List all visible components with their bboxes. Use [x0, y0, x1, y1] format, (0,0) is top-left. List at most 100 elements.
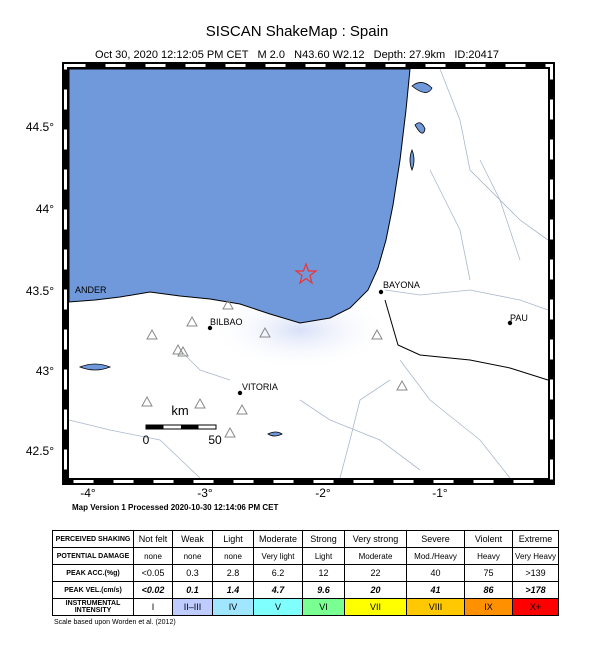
- table-cell: Mod./Heavy: [406, 547, 465, 565]
- table-cell: 86: [464, 581, 513, 599]
- station: [396, 379, 408, 391]
- scale-tick: 0: [143, 433, 150, 447]
- table-cell: V: [253, 598, 303, 616]
- table-cell: 12: [302, 564, 345, 582]
- lat-label: 43.5°: [26, 284, 54, 298]
- table-cell: 1.4: [212, 581, 254, 599]
- row-label: INSTRUMENTAL INTENSITY: [52, 598, 134, 616]
- table-cell: none: [212, 547, 254, 565]
- table-cell: Strong: [302, 530, 345, 548]
- lon-label: -3°: [197, 486, 213, 500]
- table-cell: 20: [344, 581, 407, 599]
- lat-label: 43°: [36, 364, 54, 378]
- lat-label: 44°: [36, 202, 54, 216]
- table-cell: Severe: [406, 530, 465, 548]
- table-cell: 4.7: [253, 581, 303, 599]
- table-row: PERCEIVED SHAKING Not felt Weak Light Modera…: [52, 530, 559, 548]
- intensity-table: PERCEIVED SHAKING Not felt Weak Light Modera…: [52, 530, 559, 616]
- station: [194, 397, 206, 409]
- stations: [141, 298, 408, 438]
- table-cell: 6.2: [253, 564, 303, 582]
- table-cell: IX: [464, 598, 513, 616]
- table-cell: Violent: [464, 530, 513, 548]
- table-cell: Weak: [172, 530, 213, 548]
- city-label: VITORIA: [242, 382, 278, 392]
- city-dot: [507, 320, 513, 326]
- table-cell: Light: [212, 530, 254, 548]
- city-label: BILBAO: [210, 317, 243, 327]
- scale-seg: [181, 425, 199, 429]
- scale-unit: km: [171, 403, 188, 418]
- lon-label: -4°: [80, 486, 96, 500]
- table-cell: 40: [406, 564, 465, 582]
- cities: BAYONA PAU BILBAO VITORIA ANDER: [75, 280, 528, 396]
- table-row: PEAK VEL.(cm/s) <0.02 0.1 1.4 4.7 9.6 20 41 86 >1…: [52, 581, 559, 599]
- table-cell: >139: [512, 564, 559, 582]
- subtitle: Oct 30, 2020 12:12:05 PM CET M 2.0 N43.6…: [95, 49, 499, 61]
- table-cell: 41: [406, 581, 465, 599]
- station: [224, 426, 236, 438]
- scale-seg: [146, 425, 164, 429]
- border: [384, 299, 549, 381]
- scale-bar: km 0 50: [143, 403, 222, 447]
- map: SISCAN ShakeMap : Spain Oct 30, 2020 12:…: [26, 23, 555, 512]
- city-label: PAU: [510, 313, 528, 323]
- lakes: [78, 82, 433, 437]
- table-cell: I: [133, 598, 173, 616]
- station: [236, 403, 248, 415]
- station: [186, 315, 198, 327]
- city-label: BAYONA: [383, 280, 420, 290]
- axis-labels: 44.5° 44° 43.5° 43° 42.5° -4° -3° -2° -1°: [26, 120, 448, 500]
- table-cell: none: [172, 547, 213, 565]
- table-cell: 2.8: [212, 564, 254, 582]
- station: [222, 298, 234, 310]
- station: [141, 395, 153, 407]
- sea: [68, 68, 411, 324]
- table-cell: VI: [302, 598, 345, 616]
- table-cell: VII: [344, 598, 407, 616]
- lon-label: -1°: [432, 486, 448, 500]
- scale-tick: 50: [208, 433, 222, 447]
- table-cell: II–III: [172, 598, 213, 616]
- table-cell: Heavy: [464, 547, 513, 565]
- city-label: ANDER: [75, 285, 107, 295]
- map-note: Map Version 1 Processed 2020-10-30 12:14…: [72, 503, 278, 512]
- table-row: POTENTIAL DAMAGE none none none Very light Li…: [52, 547, 559, 565]
- table-cell: none: [133, 547, 173, 565]
- row-label: PEAK ACC.(%g): [52, 564, 134, 582]
- table-cell: 9.6: [302, 581, 345, 599]
- title: SISCAN ShakeMap : Spain: [206, 23, 389, 40]
- lat-label: 42.5°: [26, 444, 54, 458]
- footnote: Scale based upon Worden et al. (2012): [54, 619, 176, 626]
- table-cell: Very light: [253, 547, 303, 565]
- table-cell: Moderate: [253, 530, 303, 548]
- row-label: PERCEIVED SHAKING: [52, 530, 134, 548]
- table-cell: >178: [512, 581, 559, 599]
- rivers: [68, 68, 549, 479]
- station: [371, 328, 383, 340]
- table-cell: X+: [512, 598, 559, 616]
- city-dot: [237, 390, 243, 396]
- table-cell: Light: [302, 547, 345, 565]
- table-cell: Very strong: [344, 530, 407, 548]
- station: [146, 328, 158, 340]
- table-cell: Extreme: [512, 530, 559, 548]
- table-cell: 22: [344, 564, 407, 582]
- table-cell: <0.02: [133, 581, 173, 599]
- frame-ticks: [64, 64, 553, 483]
- table-cell: Moderate: [344, 547, 407, 565]
- table-row: PEAK ACC.(%g) <0.05 0.3 2.8 6.2 12 22 40 75 >139: [52, 564, 559, 582]
- epicenter: [294, 262, 318, 285]
- city-dot: [207, 325, 213, 331]
- row-label: POTENTIAL DAMAGE: [52, 547, 134, 565]
- station: [172, 343, 184, 355]
- row-label: PEAK VEL.(cm/s): [52, 581, 134, 599]
- table-cell: 0.3: [172, 564, 213, 582]
- station: [177, 345, 189, 357]
- table-cell: <0.05: [133, 564, 173, 582]
- station: [259, 326, 271, 338]
- lon-label: -2°: [315, 486, 331, 500]
- lat-label: 44.5°: [26, 120, 54, 134]
- table-cell: Not felt: [133, 530, 173, 548]
